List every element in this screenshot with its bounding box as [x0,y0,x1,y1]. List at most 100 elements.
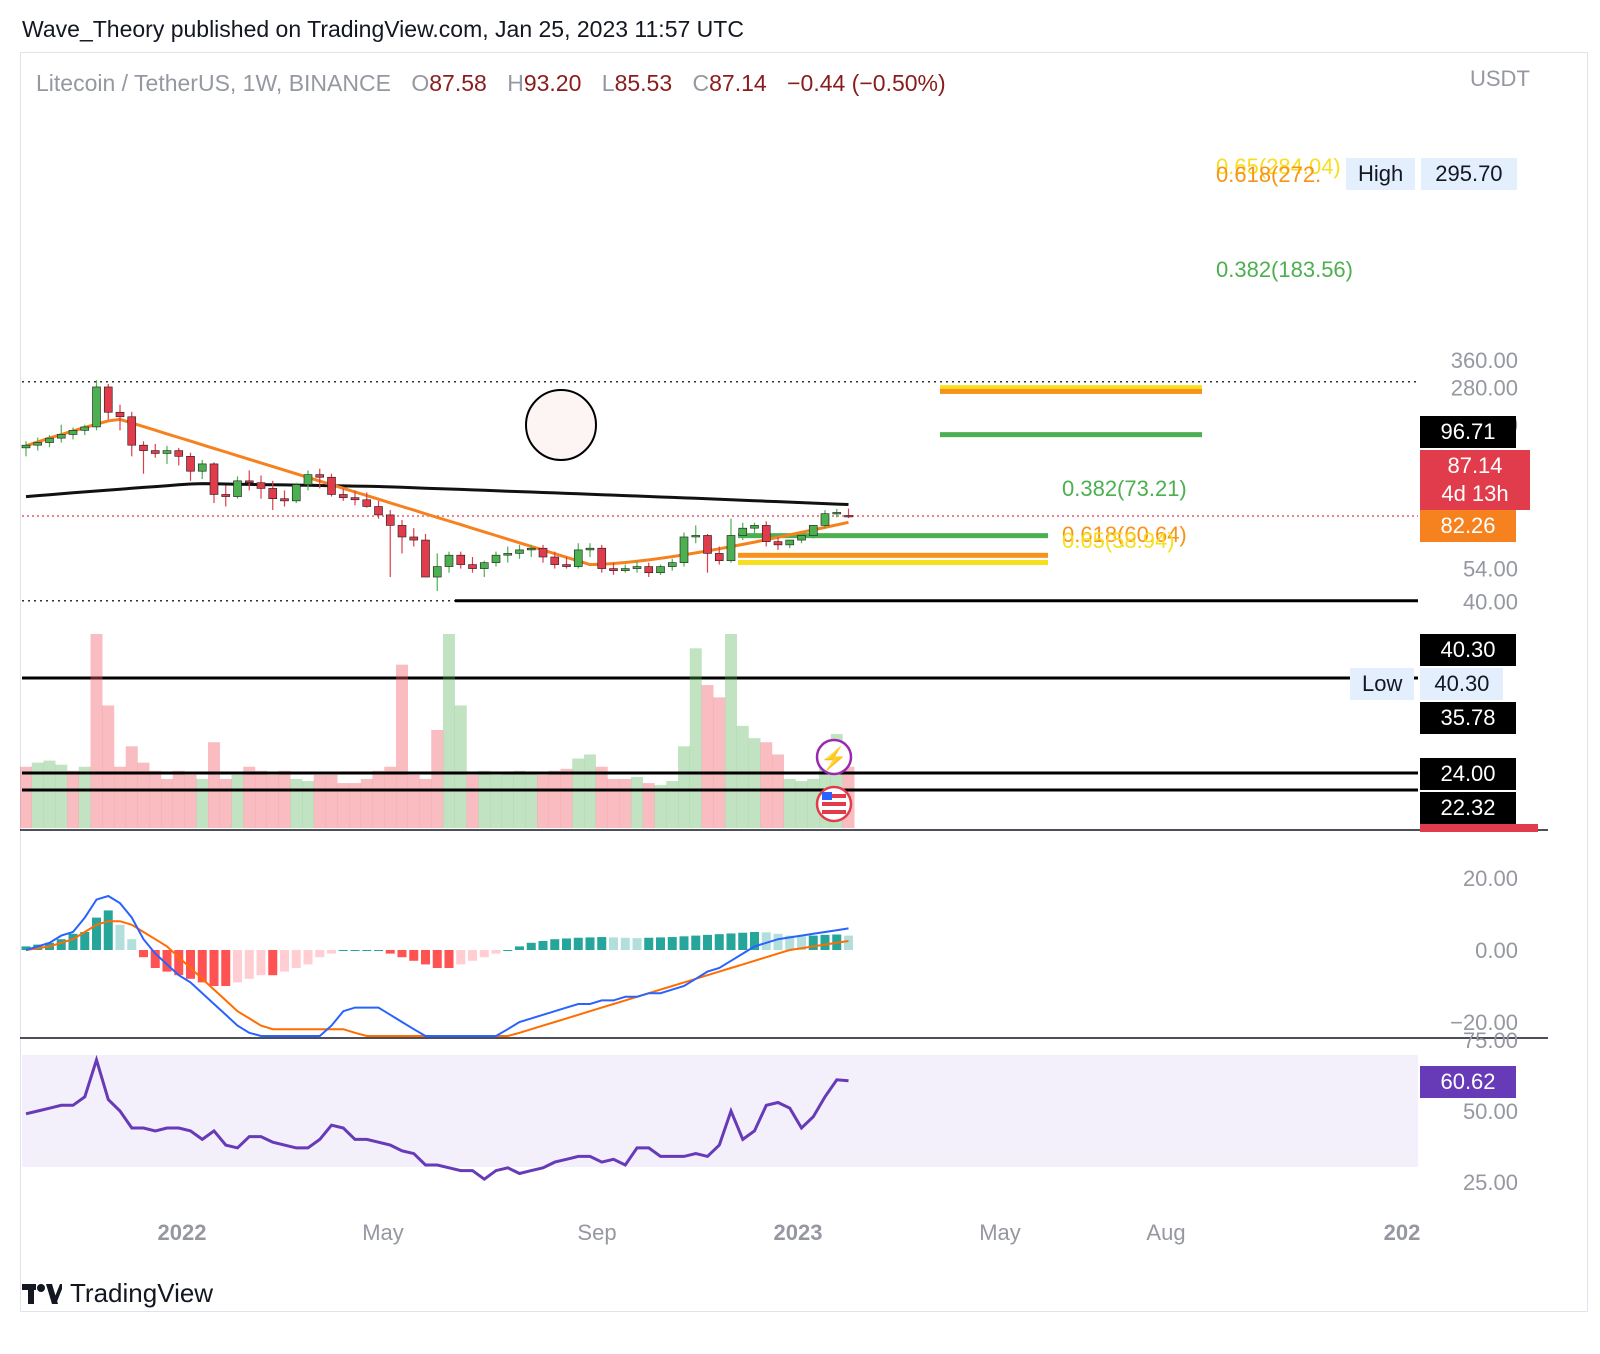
macd-histogram-bar [573,937,583,950]
macd-histogram-bar [280,950,289,972]
candle-body [374,506,383,516]
macd-histogram-bar [679,936,689,950]
macd-histogram-bar [80,932,90,950]
volume-bar [548,770,561,828]
macd-histogram-bar [421,950,430,965]
open-label: O [411,70,430,96]
low-label: L [601,70,615,96]
time-axis-tick: May [362,1220,404,1245]
volume-bar [736,725,749,828]
brand-name: TradingView [70,1278,214,1308]
volume-bar [102,705,115,828]
price-axis-tick: 40.00 [1463,590,1518,615]
volume-pane: ⚡ [20,634,1548,832]
macd-histogram-bar [667,937,677,950]
volume-bar [407,774,420,828]
volume-bar [313,774,326,828]
fib-upper-0382-band [940,432,1202,438]
macd-histogram-bar [609,937,618,950]
fib-lower-0382-band [738,533,1048,539]
candle-body [620,568,630,571]
sma-tag: 96.71 [1420,416,1516,448]
macd-histogram-bar [92,917,101,950]
candle-body [197,463,207,472]
candle-body [103,386,113,413]
volume-bar [525,772,538,828]
candle-body [233,480,242,497]
low-line-tag: 40.30 [1420,634,1516,666]
rsi-line [25,1054,849,1182]
candle-body [244,480,254,483]
candle-body [691,535,701,538]
macd-histogram-bar [808,935,818,950]
candle-body [303,474,313,485]
high-value: 93.20 [523,70,582,96]
volume-bar [78,766,91,828]
candle-body [832,512,842,515]
macd-histogram-bar [820,934,830,950]
candle-body [350,497,360,501]
macd-histogram-bar [115,924,125,950]
macd-axis-tick: −20.00 [1450,1010,1518,1035]
macd-histogram-bar [244,950,254,979]
change-value: −0.44 (−0.50%) [787,70,946,96]
macd-histogram-bar [797,936,806,950]
volume-tag-c: 22.32 [1420,792,1516,824]
candle-body [397,525,407,538]
rsi-band [22,1055,1418,1167]
tradingview-logo[interactable]: TradingView [22,1278,213,1309]
volume-bar [149,770,162,828]
volume-bar [619,778,632,828]
volume-bar [478,770,491,828]
candle-body [139,444,148,451]
volume-bar [31,762,44,828]
volume-bar [466,774,479,828]
macd-histogram-bar [538,941,548,950]
macd-histogram-bar [303,950,313,965]
macd-histogram-bar [761,932,771,950]
macd-histogram-bar [68,933,78,950]
macd-histogram-bar [209,950,219,986]
symbol-legend: Litecoin / TetherUS, 1W, BINANCE O87.58 … [36,70,946,97]
volume-bar [537,774,549,828]
macd-histogram-bar [174,950,184,976]
candle-body [515,549,524,554]
candle-body [562,564,571,567]
candle-body [456,554,466,565]
candle-body [174,450,184,457]
price-pane: 0.65(284.04)0.618(272. 0.382(183.56) 0.382… [21,154,1418,603]
volume-bar [678,746,690,828]
low-value-tag: 40.30 [1420,668,1504,700]
publisher-line: Wave_Theory published on TradingView.com… [22,16,744,42]
macd-axis-tick: 20.00 [1463,866,1518,891]
volume-bar [701,685,714,828]
candle-body [209,463,219,495]
macd-histogram-bar [491,950,501,954]
macd-histogram-bar [362,950,372,951]
candle-body [679,536,689,563]
candle-body [797,535,806,541]
candle-body [409,536,419,541]
price-axis-tick: 360.00 [1451,348,1518,373]
close-label: C [692,70,710,96]
candle-body [761,525,771,542]
tradingview-icon [22,1283,62,1304]
volume-bar [666,781,679,828]
volume-bar [67,770,79,828]
symbol-title[interactable]: Litecoin / TetherUS, 1W, BINANCE [36,70,391,96]
macd-histogram-bar [374,950,383,951]
macd-histogram-bar [385,950,395,954]
macd-histogram-bar [644,937,654,950]
volume-bar [431,729,444,828]
candle-body [315,474,325,478]
volume-bar [783,778,796,828]
macd-histogram-bar [726,933,736,950]
fib-upper-065-label: 0.65(284.04) [1216,154,1341,179]
price-axis-tick: 54.00 [1463,557,1518,582]
candle-body [268,488,278,499]
flag-stripe-icon [822,794,846,798]
volume-bar [642,783,655,828]
fib-lower-0382-label: 0.382(73.21) [1062,476,1187,501]
low-value: 85.53 [614,70,673,96]
